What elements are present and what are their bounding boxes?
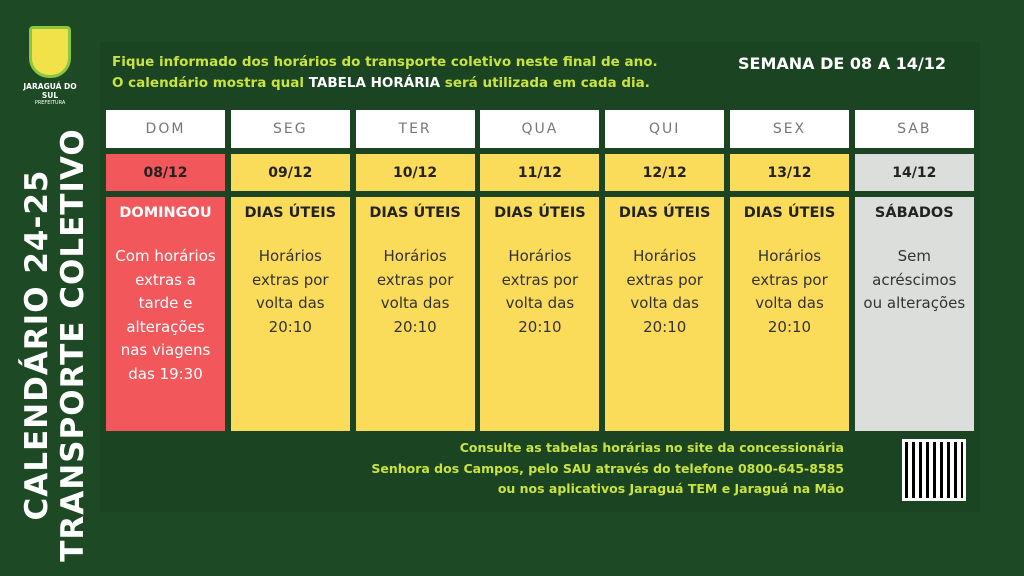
day-column: SEX 13/12 DIAS ÚTEIS Horários extras por vo… (730, 110, 849, 431)
highlight: TABELA HORÁRIA (308, 75, 441, 91)
logo-name: JARAGUÁ DO SUL (23, 82, 77, 100)
schedule: DIAS ÚTEIS (494, 205, 586, 221)
day-body: DIAS ÚTEIS Horários extras por volta das … (730, 197, 849, 431)
intro: Fique informado dos horários do transpor… (112, 52, 658, 94)
note: Sem acréscimos ou alterações (863, 247, 966, 312)
date: 14/12 (854, 154, 974, 191)
day-header: QUA (480, 110, 600, 148)
day-header: SEX (730, 110, 849, 148)
day-header: SEG (230, 110, 350, 148)
note: Horários extras por volta das 20:10 (376, 247, 454, 336)
intro-line: O calendário mostra qual TABELA HORÁRIA … (112, 73, 658, 94)
footer-line: Senhora dos Campos, pelo SAU através do … (371, 460, 844, 476)
intro-line: Fique informado dos horários do transpor… (112, 54, 658, 70)
day-body: SÁBADOS Sem acréscimos ou alterações (854, 197, 974, 431)
sidebar-subtitle: TRANSPORTE COLETIVO (55, 128, 91, 562)
schedule: DIAS ÚTEIS (618, 205, 711, 221)
day-column: DOM 08/12 DOMINGOU Com horários extras a ta… (106, 110, 225, 431)
day-body: DIAS ÚTEIS Horários extras por volta das … (480, 197, 600, 431)
qr-code (902, 439, 966, 501)
day-body: DIAS ÚTEIS Horários extras por volta das … (230, 197, 350, 431)
date: 12/12 (605, 154, 725, 191)
note: Horários extras por volta das 20:10 (751, 247, 828, 336)
day-body: DIAS ÚTEIS Horários extras por volta das … (605, 197, 725, 431)
day-column: SAB 14/12 SÁBADOS Sem acréscimos ou alteraç… (854, 110, 974, 431)
logo: JARAGUÁ DO SUL PREFEITURA (20, 26, 80, 106)
text: O calendário mostra qual (112, 75, 309, 91)
date: 11/12 (480, 154, 600, 191)
note: Horários extras por volta das 20:10 (501, 247, 579, 336)
week-label: SEMANA DE 08 A 14/12 (738, 54, 947, 73)
day-column: QUA 11/12 DIAS ÚTEIS Horários extras por vo… (480, 110, 600, 431)
date: 09/12 (230, 154, 350, 191)
day-body: DIAS ÚTEIS Horários extras por volta das … (355, 197, 475, 431)
day-column: TER 10/12 DIAS ÚTEIS Horários extras por vo… (355, 110, 475, 431)
footer-line: Consulte as tabelas horárias no site da … (459, 440, 844, 455)
date: 13/12 (730, 154, 849, 191)
day-body: DOMINGOU Com horários extras a tarde e al… (106, 197, 225, 431)
date: 10/12 (355, 154, 475, 191)
day-header: DOM (106, 110, 225, 148)
logo-shield (29, 26, 71, 78)
schedule: DIAS ÚTEIS (743, 205, 836, 221)
schedule: SÁBADOS (874, 205, 954, 221)
note: Horários extras por volta das 20:10 (252, 247, 329, 336)
date: 08/12 (106, 154, 225, 191)
schedule: DIAS ÚTEIS (369, 205, 461, 221)
day-header: QUI (605, 110, 725, 148)
day-column: QUI 12/12 DIAS ÚTEIS Horários extras por vo… (605, 110, 725, 431)
footer-line: ou nos aplicativos Jaraguá TEM e Jaraguá… (497, 481, 844, 496)
sidebar: CALENDÁRIO 24-25 TRANSPORTE COLETIVO (19, 128, 91, 561)
note: Horários extras por volta das 20:10 (626, 247, 703, 336)
day-header: SAB (854, 110, 974, 148)
day-header: TER (355, 110, 475, 148)
schedule: DIAS ÚTEIS (244, 205, 337, 221)
sidebar-title: CALENDÁRIO 24-25 (19, 169, 55, 521)
footer: Consulte as tabelas horárias no site da … (371, 438, 844, 500)
note: Com horários extras a tarde e alterações… (115, 247, 216, 383)
text: será utilizada em cada dia. (440, 75, 650, 91)
schedule: DOMINGOU (119, 205, 212, 221)
logo-org: PREFEITURA (34, 100, 66, 106)
day-column: SEG 09/12 DIAS ÚTEIS Horários extras por vo… (230, 110, 350, 431)
